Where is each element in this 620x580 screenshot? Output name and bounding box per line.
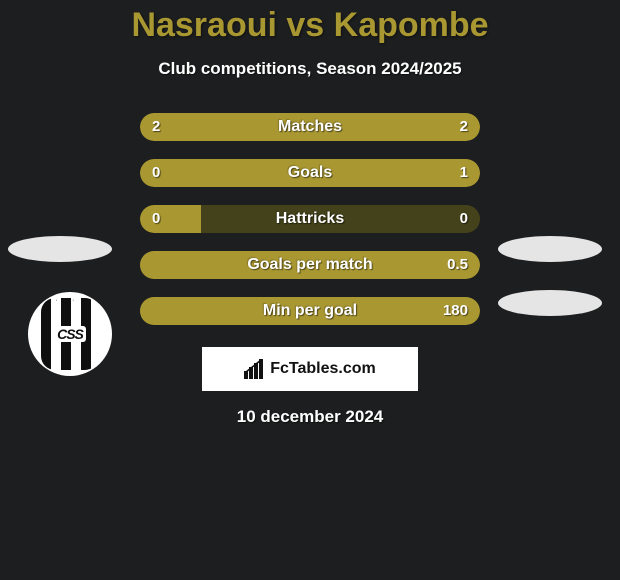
content-area: · · · · · · · · CSS 22Matches 01Goals 00Ha… (0, 113, 620, 427)
date-text: 10 december 2024 (0, 407, 620, 427)
club-badge-left: · · · · · · · · CSS (28, 292, 112, 376)
page-title: Nasraoui vs Kapombe (0, 0, 620, 45)
player-left-ellipse (8, 236, 112, 262)
attribution-text: FcTables.com (270, 360, 376, 378)
club-abbr: CSS (54, 326, 86, 342)
stat-bar-row: 0.5Goals per match (140, 251, 480, 279)
stat-bar-row: 180Min per goal (140, 297, 480, 325)
badge-arc-text: · · · · · · · · (39, 297, 101, 304)
stat-bars: 22Matches 01Goals 00Hattricks 0.5Goals per … (140, 113, 480, 325)
player-right-ellipse-1 (498, 236, 602, 262)
attribution-box: FcTables.com (202, 347, 418, 391)
club-badge-inner: CSS (41, 298, 99, 370)
fctables-logo-icon (244, 359, 266, 379)
bar-label: Min per goal (140, 297, 480, 325)
stat-bar-row: 22Matches (140, 113, 480, 141)
bar-label: Matches (140, 113, 480, 141)
page-subtitle: Club competitions, Season 2024/2025 (0, 59, 620, 79)
bar-label: Hattricks (140, 205, 480, 233)
bar-label: Goals (140, 159, 480, 187)
stat-bar-row: 01Goals (140, 159, 480, 187)
comparison-infographic: Nasraoui vs Kapombe Club competitions, S… (0, 0, 620, 580)
bar-label: Goals per match (140, 251, 480, 279)
player-right-ellipse-2 (498, 290, 602, 316)
stat-bar-row: 00Hattricks (140, 205, 480, 233)
